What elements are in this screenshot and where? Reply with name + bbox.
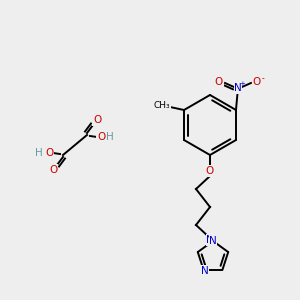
- Text: N: N: [201, 266, 208, 276]
- Text: O: O: [253, 77, 261, 87]
- Text: O: O: [49, 165, 57, 175]
- Text: +: +: [239, 82, 245, 88]
- Text: O: O: [93, 115, 101, 125]
- Text: O: O: [215, 77, 223, 87]
- Text: N: N: [206, 235, 214, 245]
- Text: O: O: [97, 132, 105, 142]
- Text: N: N: [209, 236, 217, 246]
- Text: -: -: [262, 74, 264, 83]
- Text: H: H: [106, 132, 114, 142]
- Text: N: N: [234, 83, 242, 93]
- Text: O: O: [45, 148, 53, 158]
- Text: CH₃: CH₃: [154, 100, 170, 109]
- Text: O: O: [206, 166, 214, 176]
- Text: H: H: [35, 148, 43, 158]
